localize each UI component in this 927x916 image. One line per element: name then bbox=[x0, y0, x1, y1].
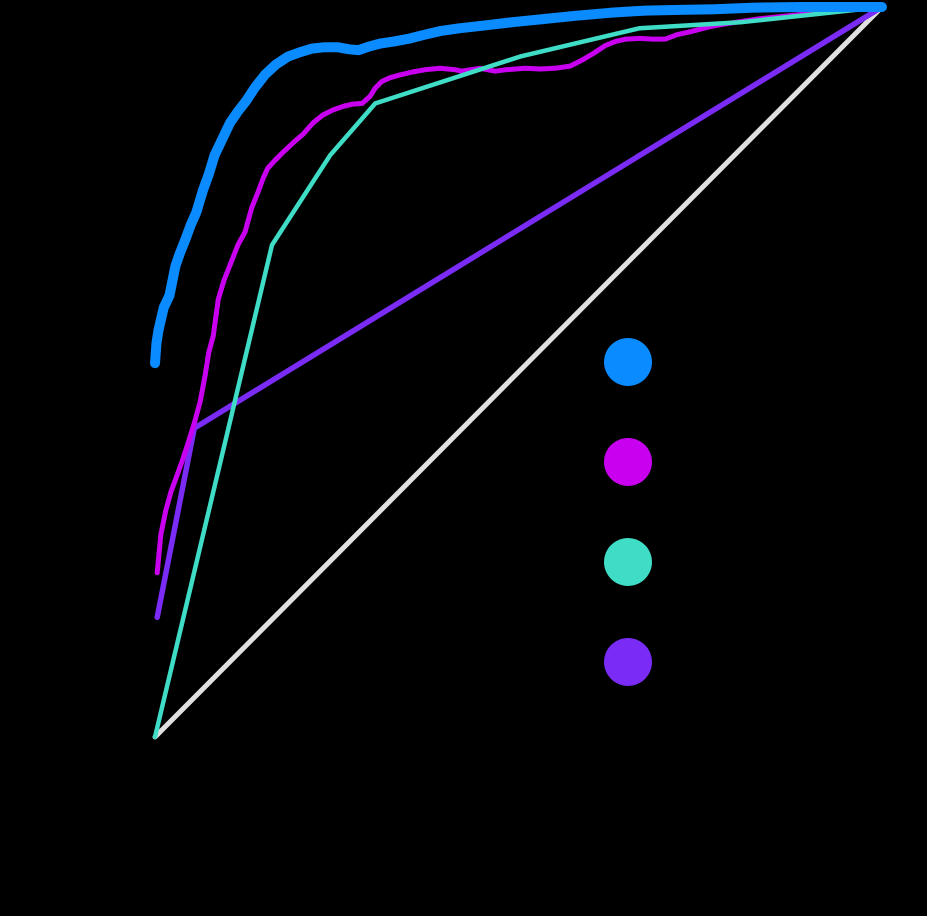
roc-curve-teal bbox=[152, 4, 885, 740]
legend-marker-violet bbox=[604, 638, 652, 686]
legend-marker-blue bbox=[604, 338, 652, 386]
roc-curve-blue bbox=[150, 2, 887, 369]
legend-marker-magenta bbox=[604, 438, 652, 486]
roc-curve-magenta bbox=[154, 4, 885, 576]
chance-diagonal-line bbox=[152, 4, 885, 740]
legend-marker-teal bbox=[604, 538, 652, 586]
legend bbox=[604, 338, 652, 686]
